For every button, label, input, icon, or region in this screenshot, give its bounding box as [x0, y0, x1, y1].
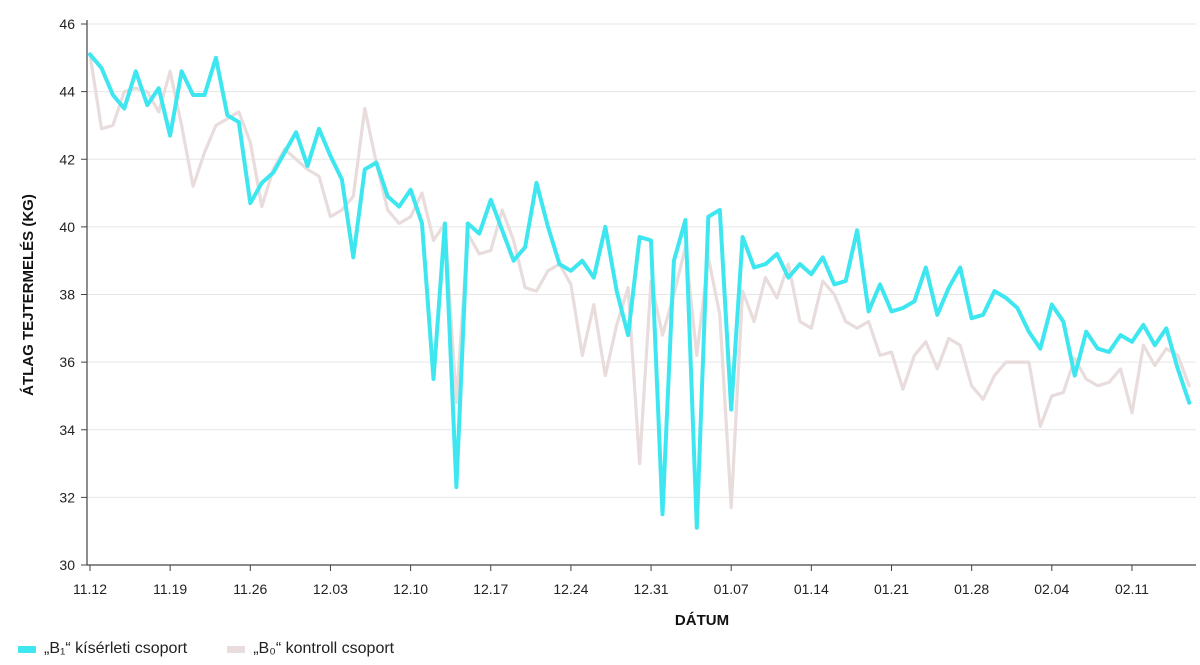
y-tick-label: 36 — [59, 354, 75, 370]
legend-item-b0: „B₀“ kontroll csoport — [227, 640, 394, 658]
y-tick-label: 32 — [59, 489, 75, 505]
x-axis-title: DÁTUM — [675, 612, 729, 629]
y-tick-label: 42 — [59, 151, 75, 167]
x-tick-label: 11.12 — [73, 581, 107, 597]
x-tick-label: 12.03 — [313, 581, 348, 597]
x-tick-label: 01.28 — [954, 581, 989, 597]
x-tick-label: 12.31 — [634, 581, 669, 597]
x-tick-label: 01.07 — [714, 581, 749, 597]
gridlines — [87, 23, 1196, 498]
x-tick-label: 11.26 — [233, 581, 267, 597]
legend-label-b1: „B₁“ kísérleti csoport — [44, 640, 188, 657]
y-tick-label: 44 — [59, 84, 75, 100]
axes — [81, 20, 1196, 571]
legend-item-b1: „B₁“ kísérleti csoport — [18, 640, 187, 658]
legend-label-b0: „B₀“ kontroll csoport — [253, 640, 395, 657]
line-chart: 30 32 34 36 38 40 42 44 46 11.12 11.19 11.26 12.03 12… — [20, 16, 1196, 629]
y-tick-label: 40 — [59, 219, 75, 235]
x-tick-label: 02.04 — [1034, 581, 1069, 597]
x-tick-label: 11.19 — [153, 581, 187, 597]
y-axis-title: ÁTLAG TEJTERMELÉS (KG) — [20, 194, 37, 396]
legend-swatch-b0 — [227, 645, 246, 653]
series-line-b1 — [88, 52, 1192, 530]
x-tick-label: 12.24 — [553, 581, 588, 597]
series-line-b0 — [88, 52, 1191, 510]
x-tick-label: 02.11 — [1115, 581, 1149, 597]
x-tick-label: 01.21 — [874, 581, 909, 597]
y-tick-label: 30 — [59, 557, 75, 573]
y-tick-label: 38 — [59, 287, 75, 303]
legend: „B₁“ kísérleti csoport „B₀“ kontroll cso… — [18, 640, 394, 658]
tick-labels: 30 32 34 36 38 40 42 44 46 11.12 11.19 11.26 12.03 12… — [59, 16, 1149, 597]
y-tick-label: 46 — [59, 16, 75, 32]
y-tick-label: 34 — [59, 422, 75, 438]
legend-swatch-b1 — [18, 645, 36, 653]
series-lines — [88, 52, 1192, 530]
x-tick-label: 12.17 — [473, 581, 508, 597]
x-tick-label: 01.14 — [794, 581, 829, 597]
x-tick-label: 12.10 — [393, 581, 428, 597]
